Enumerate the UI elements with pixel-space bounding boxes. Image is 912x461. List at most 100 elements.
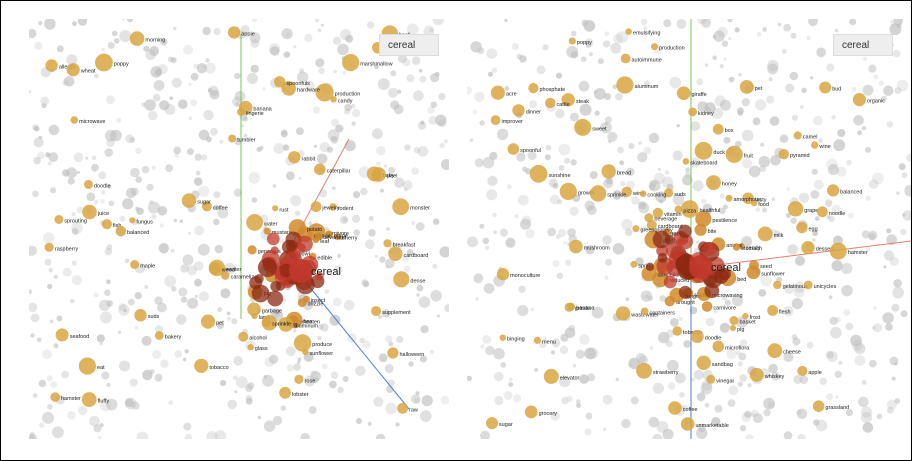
neighbor-point[interactable] (288, 151, 301, 164)
neighbor-point[interactable] (274, 76, 286, 88)
neighbor-point[interactable] (778, 149, 789, 160)
neighbor-point[interactable] (701, 301, 713, 312)
cluster-point[interactable] (251, 284, 270, 303)
neighbor-point[interactable] (652, 207, 663, 218)
embedding-scatter-right[interactable]: springelevatorpyramidfarmacregrasslandfr… (467, 19, 911, 439)
neighbor-point[interactable] (564, 302, 574, 312)
neighbor-point[interactable] (54, 215, 64, 224)
neighbor-point[interactable] (130, 260, 140, 269)
neighbor-point[interactable] (227, 26, 241, 39)
neighbor-point[interactable] (811, 141, 819, 149)
neighbor-point[interactable] (749, 367, 764, 382)
neighbor-point[interactable] (95, 53, 113, 72)
neighbor-point[interactable] (796, 221, 808, 234)
neighbor-point[interactable] (329, 203, 337, 211)
neighbor-point[interactable] (568, 37, 576, 45)
focus-point[interactable] (289, 259, 313, 283)
neighbor-point[interactable] (696, 355, 711, 370)
neighbor-point[interactable] (630, 260, 638, 268)
neighbor-point[interactable] (819, 81, 832, 94)
neighbor-point[interactable] (695, 210, 712, 227)
neighbor-point[interactable] (668, 401, 682, 415)
neighbor-point[interactable] (574, 118, 592, 136)
cluster-point[interactable] (678, 285, 692, 299)
neighbor-point[interactable] (674, 205, 683, 214)
neighbor-point[interactable] (528, 83, 539, 94)
neighbor-point[interactable] (70, 116, 79, 124)
neighbor-point[interactable] (129, 217, 136, 224)
neighbor-point[interactable] (490, 115, 501, 125)
neighbor-point[interactable] (750, 199, 758, 207)
neighbor-point[interactable] (486, 417, 498, 430)
neighbor-point[interactable] (561, 93, 575, 107)
neighbor-point[interactable] (812, 400, 825, 413)
neighbor-point[interactable] (397, 402, 408, 414)
neighbor-point[interactable] (221, 271, 230, 280)
cluster-point[interactable] (678, 234, 693, 250)
neighbor-point[interactable] (247, 245, 257, 255)
neighbor-point[interactable] (524, 405, 538, 419)
neighbor-point[interactable] (773, 280, 782, 290)
neighbor-point[interactable] (651, 43, 658, 51)
neighbor-point[interactable] (801, 241, 815, 255)
neighbor-point[interactable] (787, 201, 804, 217)
neighbor-point[interactable] (82, 204, 97, 220)
neighbor-point[interactable] (247, 344, 254, 351)
neighbor-point[interactable] (281, 81, 296, 96)
neighbor-point[interactable] (342, 54, 360, 72)
neighbor-point[interactable] (829, 242, 847, 260)
neighbor-point[interactable] (694, 141, 713, 160)
neighbor-point[interactable] (640, 307, 649, 316)
cluster-point[interactable] (645, 262, 655, 271)
neighbor-point[interactable] (672, 326, 683, 336)
neighbor-point[interactable] (490, 85, 505, 100)
neighbor-point[interactable] (646, 220, 657, 230)
neighbor-point[interactable] (569, 239, 583, 254)
cluster-point[interactable] (702, 242, 716, 256)
neighbor-point[interactable] (371, 167, 387, 182)
neighbor-point[interactable] (228, 134, 237, 143)
neighbor-point[interactable] (706, 175, 721, 191)
search-input-left[interactable]: cereal (379, 34, 439, 56)
embedding-panel-left[interactable]: wheatenpethamsterpigrabbitcattlerodentmo… (29, 19, 449, 439)
neighbor-point[interactable] (742, 192, 754, 205)
neighbor-point[interactable] (55, 328, 69, 342)
neighbor-point[interactable] (680, 200, 699, 218)
neighbor-point[interactable] (757, 226, 773, 242)
neighbor-point[interactable] (725, 194, 733, 202)
neighbor-point[interactable] (729, 316, 739, 325)
neighbor-point[interactable] (529, 164, 548, 183)
neighbor-point[interactable] (78, 357, 96, 375)
neighbor-point[interactable] (690, 329, 704, 343)
neighbor-point[interactable] (625, 28, 632, 35)
neighbor-point[interactable] (589, 185, 607, 202)
neighbor-point[interactable] (209, 262, 221, 275)
neighbor-point[interactable] (101, 219, 112, 230)
neighbor-point[interactable] (315, 83, 334, 102)
neighbor-point[interactable] (279, 386, 291, 399)
neighbor-point[interactable] (393, 271, 410, 288)
neighbor-point[interactable] (725, 145, 743, 163)
neighbor-point[interactable] (676, 86, 691, 100)
neighbor-point[interactable] (134, 309, 147, 322)
neighbor-point[interactable] (45, 59, 58, 72)
neighbor-point[interactable] (334, 233, 342, 241)
neighbor-point[interactable] (262, 318, 271, 328)
neighbor-point[interactable] (793, 131, 802, 140)
cluster-point[interactable] (286, 239, 298, 252)
neighbor-point[interactable] (680, 417, 695, 431)
neighbor-point[interactable] (293, 334, 312, 352)
neighbor-point[interactable] (238, 331, 249, 342)
neighbor-point[interactable] (315, 232, 323, 240)
neighbor-point[interactable] (325, 230, 333, 239)
neighbor-point[interactable] (639, 190, 647, 197)
neighbor-point[interactable] (512, 104, 525, 117)
embedding-panel-right[interactable]: springelevatorpyramidfarmacregrasslandfr… (467, 19, 911, 439)
neighbor-point[interactable] (115, 225, 127, 237)
cluster-point[interactable] (257, 258, 277, 278)
focus-point[interactable] (689, 255, 713, 279)
cluster-point[interactable] (666, 242, 683, 259)
neighbor-point[interactable] (314, 163, 326, 176)
cluster-point[interactable] (296, 235, 313, 253)
neighbor-point[interactable] (194, 358, 209, 373)
